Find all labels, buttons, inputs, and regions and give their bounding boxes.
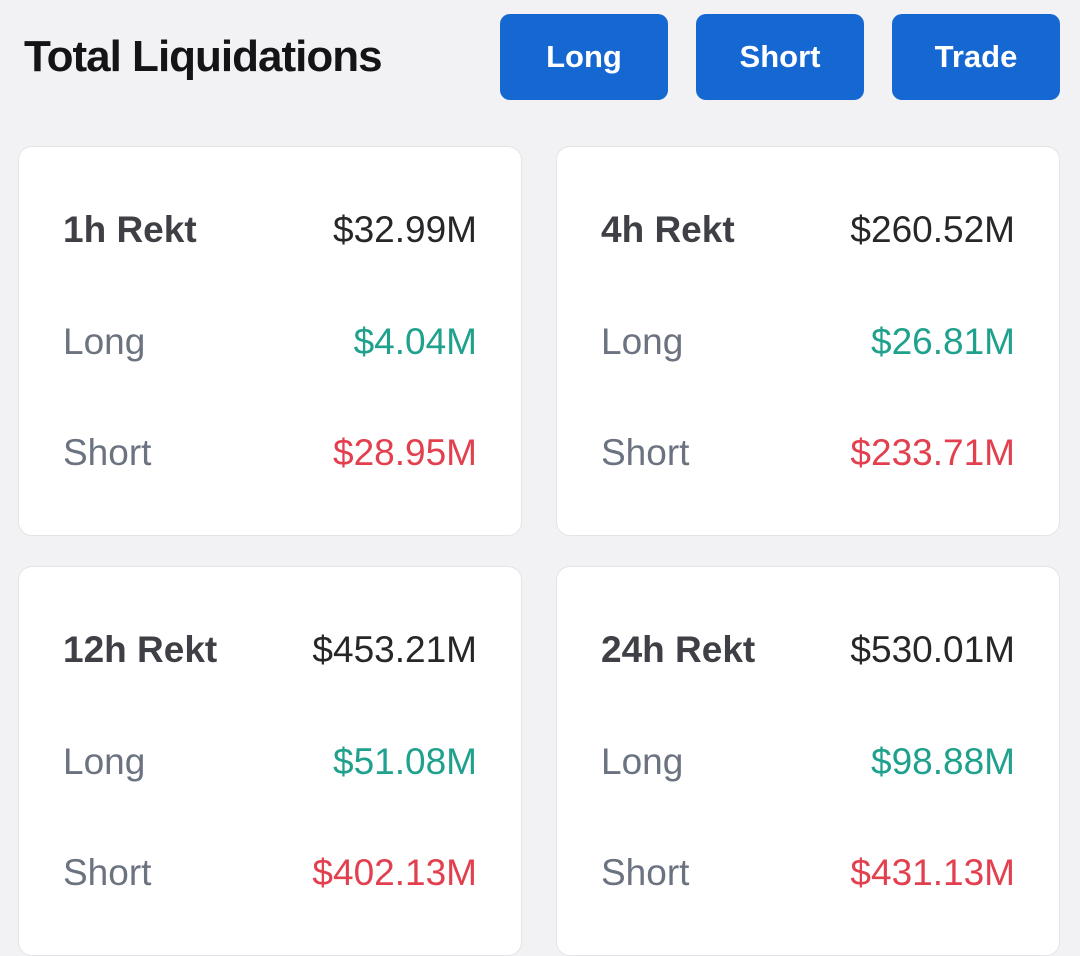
total-value: $260.52M <box>850 209 1015 250</box>
total-value: $530.01M <box>850 629 1015 670</box>
short-value: $233.71M <box>850 432 1015 473</box>
trade-button[interactable]: Trade <box>892 14 1060 100</box>
rekt-row: 4h Rekt $260.52M <box>601 211 1015 248</box>
filter-buttons: Long Short Trade <box>500 14 1060 100</box>
long-value: $4.04M <box>353 320 477 362</box>
period-label: 4h Rekt <box>601 209 735 250</box>
short-button[interactable]: Short <box>696 14 864 100</box>
short-label: Short <box>601 852 690 893</box>
short-value: $28.95M <box>333 432 477 473</box>
total-value: $453.21M <box>312 629 477 670</box>
long-row: Long $26.81M <box>601 323 1015 360</box>
short-row: Short $402.13M <box>63 854 477 891</box>
long-value: $26.81M <box>871 320 1015 362</box>
short-row: Short $28.95M <box>63 434 477 471</box>
page-title: Total Liquidations <box>24 32 383 81</box>
header: Total Liquidations Long Short Trade <box>0 0 1080 100</box>
short-label: Short <box>601 432 690 473</box>
liquidation-card-4h: 4h Rekt $260.52M Long $26.81M Short $233… <box>556 146 1060 536</box>
rekt-row: 1h Rekt $32.99M <box>63 211 477 248</box>
short-row: Short $233.71M <box>601 434 1015 471</box>
long-row: Long $51.08M <box>63 743 477 780</box>
period-label: 1h Rekt <box>63 209 197 250</box>
long-label: Long <box>63 740 146 782</box>
liquidation-card-12h: 12h Rekt $453.21M Long $51.08M Short $40… <box>18 566 522 956</box>
period-label: 12h Rekt <box>63 629 218 670</box>
long-value: $51.08M <box>333 740 477 782</box>
long-button[interactable]: Long <box>500 14 668 100</box>
rekt-row: 24h Rekt $530.01M <box>601 631 1015 668</box>
short-label: Short <box>63 852 152 893</box>
long-label: Long <box>601 740 684 782</box>
total-value: $32.99M <box>333 209 477 250</box>
short-row: Short $431.13M <box>601 854 1015 891</box>
long-row: Long $4.04M <box>63 323 477 360</box>
rekt-row: 12h Rekt $453.21M <box>63 631 477 668</box>
short-value: $431.13M <box>850 852 1015 893</box>
liquidation-cards-grid: 1h Rekt $32.99M Long $4.04M Short $28.95… <box>0 100 1080 956</box>
long-row: Long $98.88M <box>601 743 1015 780</box>
long-label: Long <box>63 320 146 362</box>
short-label: Short <box>63 432 152 473</box>
liquidation-card-24h: 24h Rekt $530.01M Long $98.88M Short $43… <box>556 566 1060 956</box>
period-label: 24h Rekt <box>601 629 756 670</box>
liquidation-card-1h: 1h Rekt $32.99M Long $4.04M Short $28.95… <box>18 146 522 536</box>
long-label: Long <box>601 320 684 362</box>
long-value: $98.88M <box>871 740 1015 782</box>
short-value: $402.13M <box>312 852 477 893</box>
